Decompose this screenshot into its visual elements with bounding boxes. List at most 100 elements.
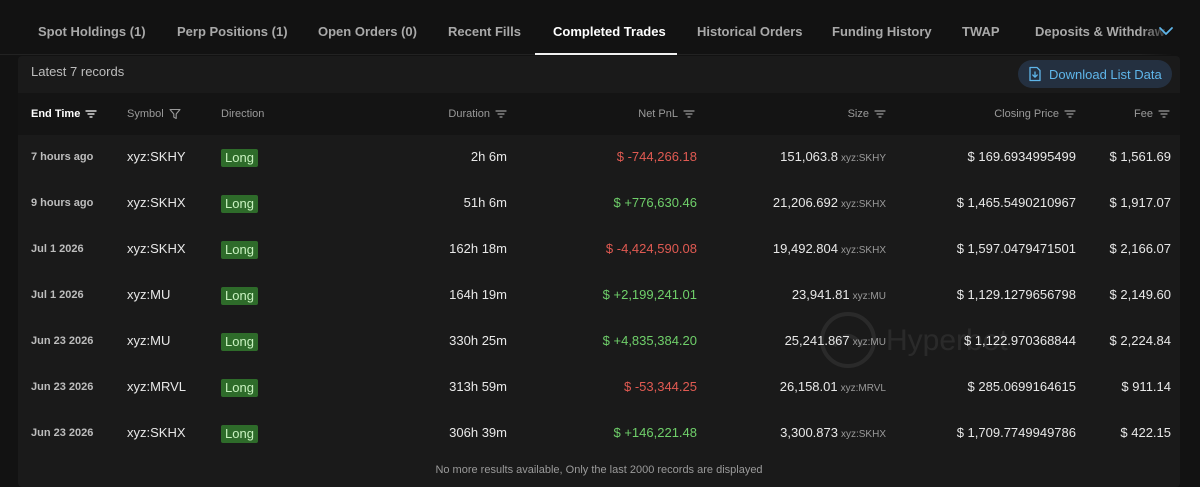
tab-recent-fills[interactable]: Recent Fills xyxy=(448,24,521,39)
direction-cell: Long xyxy=(221,180,258,226)
watermark-text: Hyperbot xyxy=(886,324,1008,357)
net-pnl-cell: $ +4,835,384.20 xyxy=(602,333,697,348)
end-time-cell: 7 hours ago xyxy=(31,151,94,163)
fee-cell: $ 2,224.84 xyxy=(1109,333,1171,348)
closing-price-cell: $ 285.0699164615 xyxy=(967,379,1076,394)
header-end-time[interactable]: End Time xyxy=(31,93,97,135)
fee-cell: $ 911.14 xyxy=(1121,379,1171,394)
symbol-cell[interactable]: xyz:MRVL xyxy=(127,379,186,394)
symbol-cell[interactable]: xyz:SKHY xyxy=(127,149,186,164)
duration-cell: 330h 25m xyxy=(449,333,507,348)
download-list-button[interactable]: Download List Data xyxy=(1018,60,1172,88)
size-unit: xyz:MU xyxy=(852,337,886,348)
closing-price-cell: $ 169.6934995499 xyxy=(967,149,1076,164)
net-pnl-cell: $ -744,266.18 xyxy=(616,149,697,164)
table-header: End Time Symbol Direction Duration Net P… xyxy=(18,93,1180,135)
duration-cell: 2h 6m xyxy=(470,149,507,164)
direction-cell: Long xyxy=(221,272,258,318)
header-symbol[interactable]: Symbol xyxy=(127,93,181,135)
header-closing-price-label: Closing Price xyxy=(994,108,1059,120)
net-pnl-cell: $ -4,424,590.08 xyxy=(605,241,697,256)
symbol-cell[interactable]: xyz:SKHX xyxy=(127,195,186,210)
size-cell: 19,492.804 xyz:SKHX xyxy=(718,226,886,272)
sort-icon xyxy=(1158,110,1170,118)
direction-badge: Long xyxy=(221,286,258,305)
direction-cell: Long xyxy=(221,318,258,364)
direction-badge: Long xyxy=(221,332,258,351)
symbol-cell[interactable]: xyz:MU xyxy=(127,333,171,348)
sort-icon xyxy=(1064,110,1076,118)
size-value: 25,241.867 xyxy=(784,333,850,348)
closing-price-cell: $ 1,129.1279656798 xyxy=(956,287,1076,302)
tab-historical-orders[interactable]: Historical Orders xyxy=(697,24,803,39)
size-value: 26,158.01 xyxy=(779,379,838,394)
size-value: 21,206.692 xyxy=(772,195,838,210)
header-direction: Direction xyxy=(221,93,264,135)
tab-bar: Spot Holdings (1) Perp Positions (1) Ope… xyxy=(0,0,1200,55)
active-tab-indicator xyxy=(535,53,677,55)
net-pnl-cell: $ +776,630.46 xyxy=(613,195,698,210)
header-duration[interactable]: Duration xyxy=(398,93,507,135)
symbol-cell[interactable]: xyz:SKHX xyxy=(127,425,186,440)
header-fee-label: Fee xyxy=(1134,108,1153,120)
size-cell: 3,300.873 xyz:SKHX xyxy=(718,410,886,456)
fee-cell: $ 1,561.69 xyxy=(1109,149,1171,164)
size-cell: 23,941.81 xyz:MU xyxy=(718,272,886,318)
header-closing-price[interactable]: Closing Price xyxy=(938,93,1076,135)
size-unit: xyz:SKHX xyxy=(840,199,886,210)
end-time-cell: Jul 1 2026 xyxy=(31,289,84,301)
tab-deposits-withdrawals[interactable]: Deposits & Withdraw xyxy=(1035,24,1165,39)
header-net-pnl-label: Net PnL xyxy=(638,108,678,120)
chevron-down-icon[interactable] xyxy=(1158,23,1174,39)
duration-cell: 313h 59m xyxy=(449,379,507,394)
header-end-time-label: End Time xyxy=(31,108,81,120)
net-pnl-cell: $ -53,344.25 xyxy=(623,379,697,394)
closing-price-cell: $ 1,122.970368844 xyxy=(963,333,1076,348)
net-pnl-cell: $ +146,221.48 xyxy=(613,425,698,440)
results-footer-note: No more results available, Only the last… xyxy=(435,464,763,476)
sort-icon xyxy=(874,110,886,118)
direction-cell: Long xyxy=(221,410,258,456)
table-row[interactable]: Jun 23 2026 xyz:SKHX Long 306h 39m $ +14… xyxy=(18,410,1180,456)
duration-cell: 306h 39m xyxy=(449,425,507,440)
tab-twap[interactable]: TWAP xyxy=(962,24,1000,39)
tab-perp-positions[interactable]: Perp Positions (1) xyxy=(177,24,288,39)
fee-cell: $ 1,917.07 xyxy=(1109,195,1171,210)
tab-funding-history[interactable]: Funding History xyxy=(832,24,932,39)
end-time-cell: Jun 23 2026 xyxy=(31,381,94,393)
tab-completed-trades[interactable]: Completed Trades xyxy=(553,24,666,39)
end-time-cell: Jun 23 2026 xyxy=(31,427,94,439)
table-row[interactable]: Jun 23 2026 xyz:MRVL Long 313h 59m $ -53… xyxy=(18,364,1180,410)
fee-cell: $ 2,149.60 xyxy=(1109,287,1171,302)
sort-icon xyxy=(85,110,97,118)
sort-icon xyxy=(683,110,695,118)
header-net-pnl[interactable]: Net PnL xyxy=(578,93,695,135)
direction-badge: Long xyxy=(221,148,258,167)
symbol-cell[interactable]: xyz:SKHX xyxy=(127,241,186,256)
tab-spot-holdings[interactable]: Spot Holdings (1) xyxy=(38,24,146,39)
table-row[interactable]: Jul 1 2026 xyz:MU Long 164h 19m $ +2,199… xyxy=(18,272,1180,318)
tab-open-orders[interactable]: Open Orders (0) xyxy=(318,24,417,39)
direction-badge: Long xyxy=(221,240,258,259)
size-value: 19,492.804 xyxy=(772,241,838,256)
size-value: 151,063.8 xyxy=(780,149,838,164)
duration-cell: 162h 18m xyxy=(449,241,507,256)
direction-cell: Long xyxy=(221,364,258,410)
header-size[interactable]: Size xyxy=(778,93,886,135)
header-duration-label: Duration xyxy=(448,108,490,120)
direction-cell: Long xyxy=(221,226,258,272)
direction-badge: Long xyxy=(221,424,258,443)
closing-price-cell: $ 1,709.7749949786 xyxy=(956,425,1076,440)
closing-price-cell: $ 1,465.5490210967 xyxy=(956,195,1076,210)
net-pnl-cell: $ +2,199,241.01 xyxy=(602,287,697,302)
table-row[interactable]: Jun 23 2026 xyz:MU Long 330h 25m $ +4,83… xyxy=(18,318,1180,364)
size-unit: xyz:SKHY xyxy=(840,153,886,164)
table-row[interactable]: Jul 1 2026 xyz:SKHX Long 162h 18m $ -4,4… xyxy=(18,226,1180,272)
completed-trades-panel: Latest 7 records Download List Data End … xyxy=(18,56,1180,487)
table-row[interactable]: 9 hours ago xyz:SKHX Long 51h 6m $ +776,… xyxy=(18,180,1180,226)
download-list-label: Download List Data xyxy=(1049,66,1162,82)
symbol-cell[interactable]: xyz:MU xyxy=(127,287,171,302)
header-fee[interactable]: Fee xyxy=(1088,93,1170,135)
size-unit: xyz:MRVL xyxy=(840,383,886,394)
table-row[interactable]: 7 hours ago xyz:SKHY Long 2h 6m $ -744,2… xyxy=(18,134,1180,180)
